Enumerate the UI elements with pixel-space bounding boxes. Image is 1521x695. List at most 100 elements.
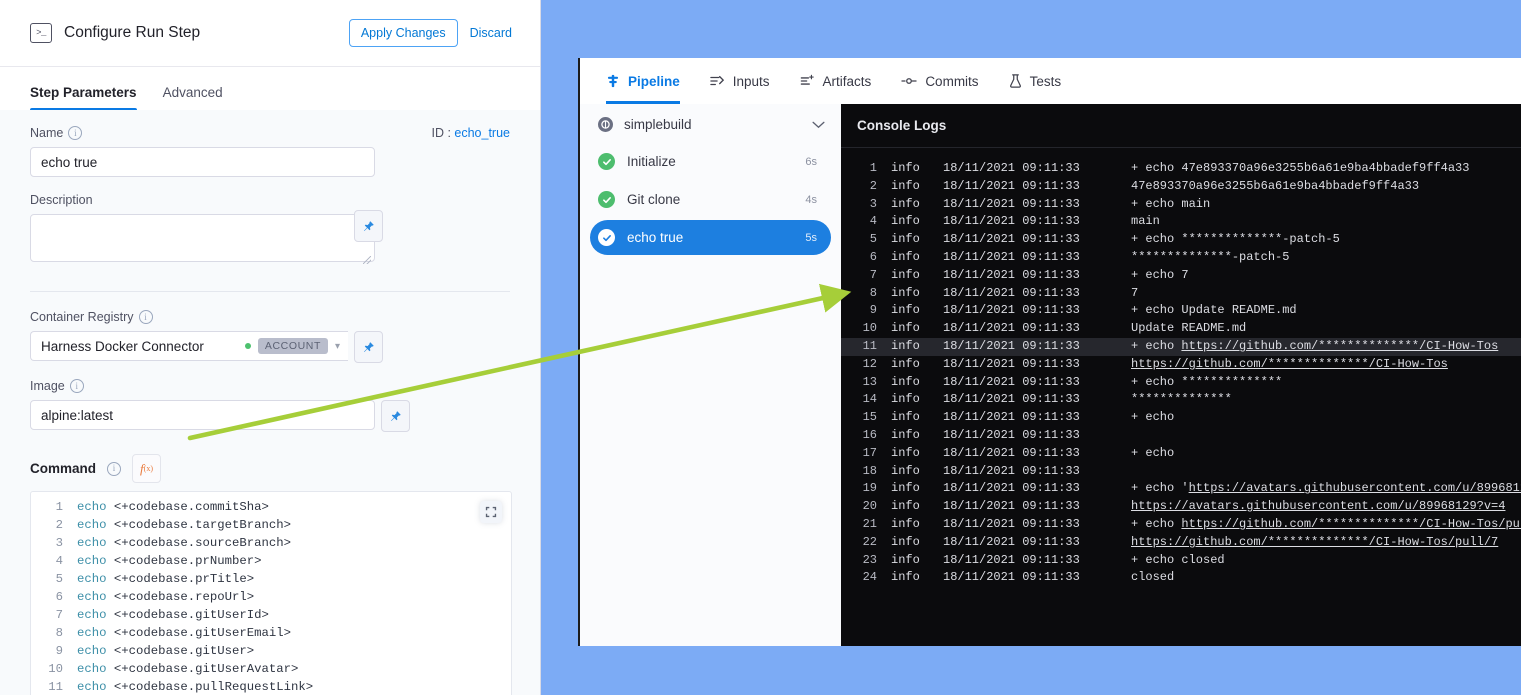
log-row: 4 info 18/11/2021 09:11:33 main: [841, 213, 1521, 231]
tab-pipeline[interactable]: Pipeline: [606, 58, 680, 104]
tab-advanced[interactable]: Advanced: [162, 85, 223, 100]
name-input[interactable]: [30, 147, 375, 177]
log-line-number: 10: [862, 321, 877, 336]
info-icon[interactable]: i: [69, 379, 84, 393]
code-line: 8 echo <+codebase.gitUserEmail>: [31, 624, 511, 642]
log-row: 5 info 18/11/2021 09:11:33 + echo *********…: [841, 231, 1521, 249]
pin-icon: [364, 341, 374, 352]
log-link[interactable]: https://avatars.githubusercontent.com/u/…: [1131, 499, 1506, 514]
command-label: Command: [30, 461, 97, 476]
log-row: 21 info 18/11/2021 09:11:33 + echo https://…: [841, 516, 1521, 534]
log-level: info: [891, 267, 920, 282]
chevron-down-icon[interactable]: ▾: [334, 340, 340, 352]
apply-changes-button[interactable]: Apply Changes: [348, 19, 458, 47]
log-row: 3 info 18/11/2021 09:11:33 + echo main: [841, 196, 1521, 214]
steps-container: Initialize 6s Git clone 4s echo true 5s: [580, 144, 841, 255]
image-input[interactable]: [30, 400, 375, 430]
expression-fx-button[interactable]: f (x): [132, 454, 162, 483]
tab-artifacts-label: Artifacts: [822, 73, 872, 89]
log-link[interactable]: https://avatars.githubusercontent.com/u/…: [1188, 481, 1521, 496]
info-icon[interactable]: i: [138, 310, 153, 324]
log-link[interactable]: https://github.com/**************/CI-How…: [1131, 534, 1499, 549]
log-line-number: 18: [862, 463, 877, 478]
log-line-number: 14: [862, 392, 877, 407]
log-row: 18 info 18/11/2021 09:11:33: [841, 463, 1521, 481]
panel-title-wrap: >_ Configure Run Step: [30, 23, 349, 43]
log-row: 17 info 18/11/2021 09:11:33 + echo: [841, 445, 1521, 463]
log-message: + echo https://github.com/**************…: [1131, 338, 1499, 353]
log-row: 8 info 18/11/2021 09:11:33 7: [841, 285, 1521, 303]
code-text: <+codebase.commitSha>: [106, 500, 269, 514]
artifacts-icon: [800, 74, 814, 85]
description-wrap: [30, 210, 383, 267]
log-level: info: [891, 338, 920, 353]
code-keyword: echo: [77, 680, 107, 694]
log-row: 11 info 18/11/2021 09:11:33 + echo https://…: [841, 337, 1521, 356]
log-level: info: [891, 249, 920, 264]
code-line: 5 echo <+codebase.prTitle>: [31, 570, 511, 588]
image-label: Image i: [30, 379, 510, 393]
stage-row[interactable]: simplebuild: [580, 108, 841, 141]
log-line-number: 11: [862, 338, 877, 353]
expand-editor-icon[interactable]: [480, 501, 502, 523]
code-keyword: echo: [77, 662, 107, 676]
description-pin-button[interactable]: [354, 210, 383, 242]
success-check-icon: [598, 153, 615, 170]
step-name: Git clone: [627, 192, 681, 207]
log-link[interactable]: https://github.com/**************/CI-How…: [1181, 338, 1499, 353]
log-link[interactable]: https://github.com/**************/CI-How…: [1131, 356, 1448, 371]
image-pin-button[interactable]: [381, 400, 410, 432]
log-message: main: [1131, 214, 1160, 229]
info-icon[interactable]: i: [68, 126, 83, 140]
panel-header: >_ Configure Run Step Apply Changes Disc…: [0, 0, 540, 67]
log-timestamp: 18/11/2021 09:11:33: [943, 463, 1080, 478]
stage-name: simplebuild: [624, 117, 692, 132]
info-icon[interactable]: i: [107, 461, 122, 476]
code-text: <+codebase.repoUrl>: [106, 590, 255, 604]
tab-artifacts[interactable]: Artifacts: [800, 58, 872, 104]
console-logs-body[interactable]: 1 info 18/11/2021 09:11:33 + echo 47e893370…: [841, 148, 1521, 587]
name-label: Name: [30, 126, 64, 140]
inputs-icon: [710, 75, 724, 86]
log-timestamp: 18/11/2021 09:11:33: [943, 552, 1080, 567]
log-timestamp: 18/11/2021 09:11:33: [943, 338, 1080, 353]
log-timestamp: 18/11/2021 09:11:33: [943, 410, 1080, 425]
log-row: 9 info 18/11/2021 09:11:33 + echo Update RE…: [841, 302, 1521, 320]
step-row[interactable]: echo true 5s: [590, 220, 831, 255]
line-number: 4: [55, 554, 63, 568]
log-timestamp: 18/11/2021 09:11:33: [943, 374, 1080, 389]
log-line-number: 13: [862, 374, 877, 389]
log-link[interactable]: https://github.com/**************/CI-How…: [1181, 516, 1521, 531]
code-keyword: echo: [77, 644, 107, 658]
command-code-editor[interactable]: 1 echo <+codebase.commitSha> 2 echo <+codeb…: [30, 491, 512, 695]
tab-commits[interactable]: Commits: [901, 58, 979, 104]
console-logs-title: Console Logs: [841, 104, 1521, 148]
log-row: 20 info 18/11/2021 09:11:33 https://avatars…: [841, 498, 1521, 516]
scope-badge: ACCOUNT: [257, 338, 328, 354]
configure-run-step-panel: >_ Configure Run Step Apply Changes Disc…: [0, 0, 541, 695]
chevron-down-icon[interactable]: [812, 117, 825, 132]
log-message: closed: [1131, 570, 1175, 585]
tests-icon: [1009, 74, 1021, 88]
tab-inputs[interactable]: Inputs: [710, 58, 770, 104]
log-timestamp: 18/11/2021 09:11:33: [943, 303, 1080, 318]
discard-button[interactable]: Discard: [458, 20, 518, 46]
line-number: 10: [48, 662, 63, 676]
log-line-number: 9: [869, 303, 877, 318]
step-row[interactable]: Git clone 4s: [590, 182, 831, 217]
step-row[interactable]: Initialize 6s: [590, 144, 831, 179]
container-registry-row: Harness Docker Connector ACCOUNT ▾: [30, 331, 510, 363]
log-timestamp: 18/11/2021 09:11:33: [943, 481, 1080, 496]
log-row: 13 info 18/11/2021 09:11:33 + echo ********…: [841, 374, 1521, 392]
steps-list: simplebuild Initialize 6s Git clone 4s echo …: [580, 104, 841, 646]
log-row: 7 info 18/11/2021 09:11:33 + echo 7: [841, 267, 1521, 285]
container-registry-label: Container Registry i: [30, 310, 510, 324]
tab-step-parameters[interactable]: Step Parameters: [30, 85, 137, 111]
log-row: 6 info 18/11/2021 09:11:33 **************-p…: [841, 249, 1521, 267]
container-registry-pin-button[interactable]: [354, 331, 383, 363]
log-message: + echo closed: [1131, 552, 1225, 567]
container-registry-select[interactable]: Harness Docker Connector ACCOUNT ▾: [30, 331, 348, 361]
tab-tests[interactable]: Tests: [1009, 58, 1061, 104]
description-textarea[interactable]: [30, 214, 375, 262]
pipeline-icon: [607, 74, 619, 88]
